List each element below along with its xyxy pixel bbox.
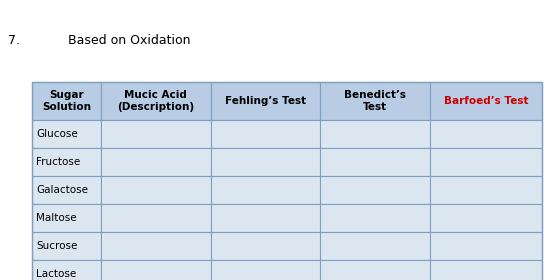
Text: Galactose: Galactose (36, 185, 88, 195)
Bar (430, 120, 542, 148)
Bar (430, 204, 542, 232)
Bar (32, 204, 101, 232)
Bar (32, 232, 101, 260)
Bar (320, 260, 430, 280)
Text: 7.: 7. (8, 34, 20, 46)
Text: Sucrose: Sucrose (36, 241, 77, 251)
Bar (320, 82, 430, 120)
Bar (430, 82, 542, 120)
Bar (210, 82, 320, 120)
Bar (430, 260, 542, 280)
Bar (210, 232, 320, 260)
Bar (320, 120, 430, 148)
Text: Barfoed’s Test: Barfoed’s Test (443, 96, 528, 106)
Bar (32, 148, 101, 176)
Text: Glucose: Glucose (36, 129, 78, 139)
Bar (32, 260, 101, 280)
Text: Mucic Acid
(Description): Mucic Acid (Description) (117, 90, 194, 112)
Bar (320, 148, 430, 176)
Bar (101, 176, 210, 204)
Text: Sugar
Solution: Sugar Solution (42, 90, 91, 112)
Bar (101, 82, 210, 120)
Bar (320, 176, 430, 204)
Bar (101, 232, 210, 260)
Bar (430, 232, 542, 260)
Bar (101, 148, 210, 176)
Bar (210, 260, 320, 280)
Text: Fehling’s Test: Fehling’s Test (225, 96, 306, 106)
Bar (210, 120, 320, 148)
Bar (210, 204, 320, 232)
Text: Fructose: Fructose (36, 157, 80, 167)
Bar (101, 120, 210, 148)
Bar (32, 176, 101, 204)
Text: Benedict’s
Test: Benedict’s Test (344, 90, 406, 112)
Bar (32, 82, 101, 120)
Text: Maltose: Maltose (36, 213, 77, 223)
Bar (320, 232, 430, 260)
Bar (430, 148, 542, 176)
Bar (320, 204, 430, 232)
Text: Lactose: Lactose (36, 269, 76, 279)
Bar (101, 204, 210, 232)
Bar (430, 176, 542, 204)
Text: Based on Oxidation: Based on Oxidation (68, 34, 190, 46)
Bar (210, 148, 320, 176)
Bar (32, 120, 101, 148)
Bar (210, 176, 320, 204)
Bar (32, 82, 542, 280)
Bar (101, 260, 210, 280)
